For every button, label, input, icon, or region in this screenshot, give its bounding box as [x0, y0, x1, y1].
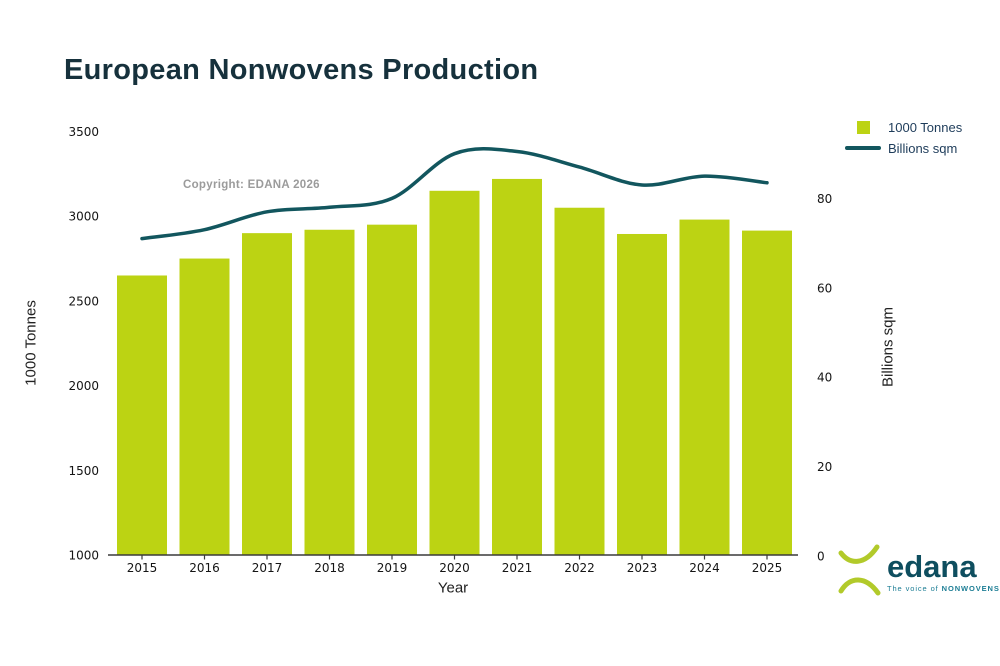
y-left-tick-label-3000: 3000	[68, 210, 99, 224]
y-right-tick-label-80: 80	[817, 192, 832, 206]
x-tick-label-2023: 2023	[627, 561, 658, 575]
edana-tagline: The voice of NONWOVENS	[887, 584, 1000, 593]
y-right-tick-label-0: 0	[817, 550, 825, 564]
edana-logo-text: edana The voice of NONWOVENS	[887, 551, 1000, 593]
logo-bottom-swoosh	[838, 577, 881, 596]
bar-2021	[492, 178, 542, 555]
bar-2020	[429, 190, 480, 556]
copyright-note: Copyright: EDANA 2026	[183, 179, 320, 191]
y-left-tick-label-1500: 1500	[68, 464, 99, 478]
x-tick-label-2024: 2024	[689, 561, 720, 575]
tagline-bold: NONWOVENS	[941, 584, 1000, 593]
legend-label-tonnes: 1000 Tonnes	[888, 119, 963, 135]
x-tick-label-2021: 2021	[502, 561, 533, 575]
billions-sqm-trend-line	[140, 147, 769, 241]
bar-2024	[679, 219, 730, 555]
x-tick-label-2019: 2019	[377, 561, 408, 575]
x-tick-label-2015: 2015	[127, 561, 158, 575]
y-axis-title-right: Billions sqm	[879, 306, 897, 388]
y-right-tick-label-40: 40	[817, 371, 832, 385]
bar-2017	[242, 233, 292, 555]
bar-series-swatch	[856, 120, 870, 134]
bar-2023	[617, 233, 667, 555]
edana-logo-mark	[838, 544, 881, 596]
legend-item-sqm: Billions sqm	[845, 140, 962, 156]
y-axis-title-left: 1000 Tonnes	[22, 300, 40, 386]
line-series-swatch	[845, 146, 881, 150]
bar-2019	[367, 224, 417, 556]
line-series-swatch-box	[845, 146, 881, 150]
bar-2022	[554, 207, 605, 556]
y-left-tick-label-2000: 2000	[68, 379, 99, 393]
y-right-tick-label-20: 20	[817, 460, 832, 474]
bar-series-swatch-box	[845, 120, 881, 134]
x-tick-label-2018: 2018	[314, 561, 345, 575]
page-title: European Nonwovens Production	[64, 54, 539, 86]
y-right-tick-label-60: 60	[817, 281, 832, 295]
x-axis-title: Year	[437, 579, 469, 597]
y-left-tick-label-2500: 2500	[68, 294, 99, 308]
bar-2016	[179, 258, 230, 555]
bar-2015	[117, 275, 167, 555]
y-left-tick-label-3500: 3500	[68, 125, 99, 139]
tagline-prefix: The voice of	[887, 584, 939, 593]
y-left-tick-label-1000: 1000	[68, 549, 99, 563]
logo-top-swoosh	[838, 544, 880, 564]
x-tick-label-2017: 2017	[252, 561, 283, 575]
legend-item-tonnes: 1000 Tonnes	[845, 119, 962, 135]
bar-2025	[742, 230, 792, 555]
x-tick-label-2022: 2022	[564, 561, 595, 575]
bar-2018	[304, 229, 355, 555]
x-tick-label-2020: 2020	[439, 561, 470, 575]
x-tick-label-2025: 2025	[752, 561, 783, 575]
edana-wordmark: edana	[887, 549, 977, 584]
legend: 1000 Tonnes Billions sqm	[845, 119, 962, 161]
edana-logo: edana The voice of NONWOVENS	[836, 544, 1000, 596]
x-tick-label-2016: 2016	[189, 561, 220, 575]
legend-label-sqm: Billions sqm	[888, 140, 958, 156]
